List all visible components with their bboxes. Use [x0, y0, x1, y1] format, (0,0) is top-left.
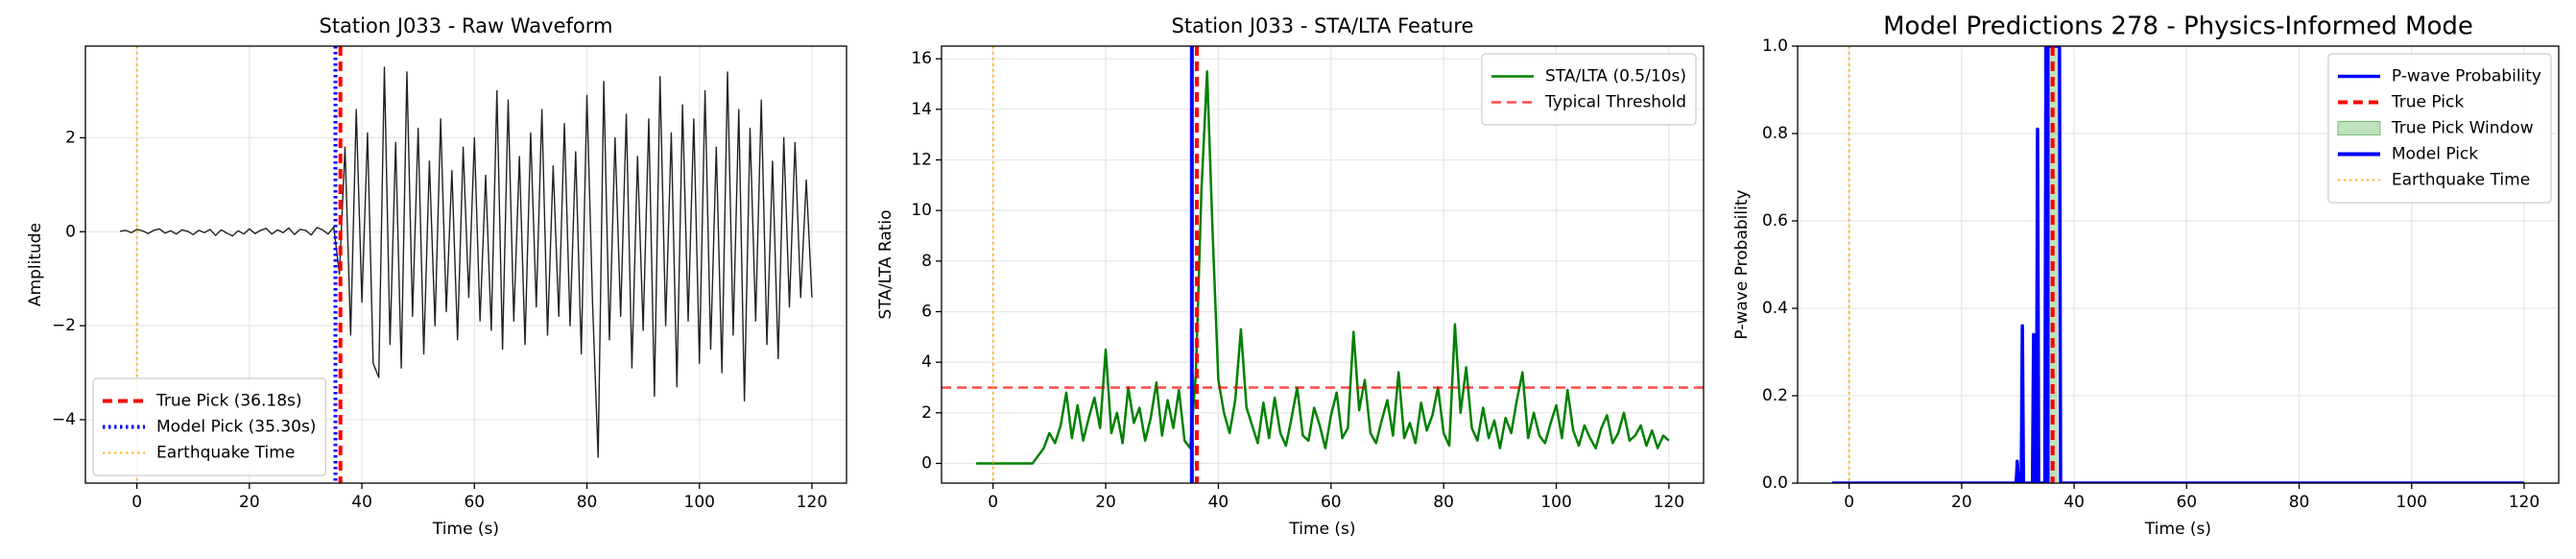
- x-axis-label: Time (s): [432, 520, 499, 539]
- x-tick-label: 120: [797, 493, 827, 512]
- y-tick-label: 0.2: [1762, 386, 1788, 405]
- y-axis-label: Amplitude: [26, 223, 45, 306]
- legend-box: [92, 377, 327, 476]
- x-tick-label: 120: [1654, 493, 1684, 512]
- x-tick-label: 40: [2063, 493, 2085, 512]
- y-tick-label: −2: [52, 316, 76, 335]
- chart-title: Model Predictions 278 - Physics-Informed…: [1883, 12, 2473, 41]
- x-tick-label: 60: [464, 493, 485, 512]
- x-tick-label: 80: [577, 493, 598, 512]
- legend-label: Typical Threshold: [1544, 93, 1686, 112]
- panel: 0 20 40 60 80 100 120 −4 −2 0 2 Station J033 - Raw …: [26, 14, 847, 539]
- x-tick-label: 40: [351, 493, 372, 512]
- x-tick-label: 60: [2176, 493, 2197, 512]
- y-tick-label: 2: [65, 128, 76, 147]
- legend-label: Earthquake Time: [156, 444, 295, 463]
- legend-label: Model Pick (35.30s): [156, 418, 316, 437]
- legend: P-wave Probability True Pick True Pick Win…: [2327, 53, 2552, 204]
- y-tick-label: 6: [921, 302, 932, 321]
- y-tick-label: 0.0: [1762, 474, 1788, 493]
- x-tick-label: 60: [1321, 493, 1342, 512]
- y-tick-label: 2: [921, 403, 932, 423]
- y-tick-label: 0.4: [1762, 299, 1788, 318]
- plot-frame: [84, 45, 847, 484]
- plot-area: [1832, 46, 2524, 483]
- x-tick-label: 40: [1208, 493, 1229, 512]
- x-tick-label: 20: [239, 493, 260, 512]
- chart-title: Station J033 - Raw Waveform: [320, 14, 613, 37]
- y-tick-label: 1.0: [1762, 36, 1788, 56]
- legend-swatch: [2337, 121, 2381, 135]
- panel: 0 20 40 60 80 100 120 0 2 4 6 8 10 12 14 16 Station J033…: [876, 14, 1705, 539]
- legend: STA/LTA (0.5/10s) Typical Threshold: [1481, 53, 1697, 126]
- legend-label: STA/LTA (0.5/10s): [1545, 67, 1686, 86]
- y-tick-label: 16: [911, 49, 932, 68]
- legend-box: [2327, 53, 2552, 204]
- y-tick-label: −4: [52, 410, 76, 429]
- legend-label: Earthquake Time: [2392, 171, 2530, 190]
- x-tick-label: 0: [1844, 493, 1854, 512]
- legend-label: True Pick (36.18s): [155, 392, 302, 411]
- legend-box: [1481, 53, 1697, 126]
- legend-label: True Pick Window: [2391, 119, 2534, 138]
- panel: 0 20 40 60 80 100 120 0.0 0.2 0.4 0.6 0.8 1.0 Model P…: [1732, 12, 2560, 539]
- y-tick-label: 14: [911, 100, 932, 119]
- plot-area: [942, 46, 1704, 483]
- data-line: [1832, 46, 2524, 483]
- x-tick-label: 0: [988, 493, 998, 512]
- y-axis-label: P-wave Probability: [1732, 189, 1752, 339]
- x-tick-label: 80: [1433, 493, 1454, 512]
- plot-frame: [941, 45, 1705, 484]
- x-tick-label: 20: [1095, 493, 1116, 512]
- chart-title: Station J033 - STA/LTA Feature: [1172, 14, 1474, 37]
- y-tick-label: 0.8: [1762, 124, 1788, 143]
- x-tick-label: 20: [1951, 493, 1972, 512]
- y-tick-label: 8: [921, 252, 932, 271]
- x-tick-label: 0: [131, 493, 142, 512]
- legend: True Pick (36.18s) Model Pick (35.30s) Ear…: [92, 377, 327, 476]
- x-axis-label: Time (s): [1288, 520, 1355, 539]
- legend-label: P-wave Probability: [2392, 67, 2541, 86]
- legend-label: Model Pick: [2392, 145, 2478, 164]
- plot-frame: [1797, 45, 2560, 484]
- x-tick-label: 100: [1540, 493, 1571, 512]
- y-tick-label: 0: [65, 222, 76, 241]
- x-axis-label: Time (s): [2144, 520, 2211, 539]
- y-tick-label: 4: [921, 352, 932, 372]
- x-tick-label: 80: [2289, 493, 2310, 512]
- y-tick-label: 0.6: [1762, 211, 1788, 231]
- x-tick-label: 120: [2509, 493, 2540, 512]
- y-tick-label: 10: [911, 201, 932, 220]
- x-tick-label: 100: [684, 493, 715, 512]
- y-tick-label: 0: [921, 453, 932, 473]
- data-line: [976, 70, 1670, 465]
- y-tick-label: 12: [911, 150, 932, 169]
- data-line: [119, 66, 813, 458]
- legend-label: True Pick: [2391, 93, 2464, 112]
- x-tick-label: 100: [2397, 493, 2427, 512]
- y-axis-label: STA/LTA Ratio: [876, 209, 895, 319]
